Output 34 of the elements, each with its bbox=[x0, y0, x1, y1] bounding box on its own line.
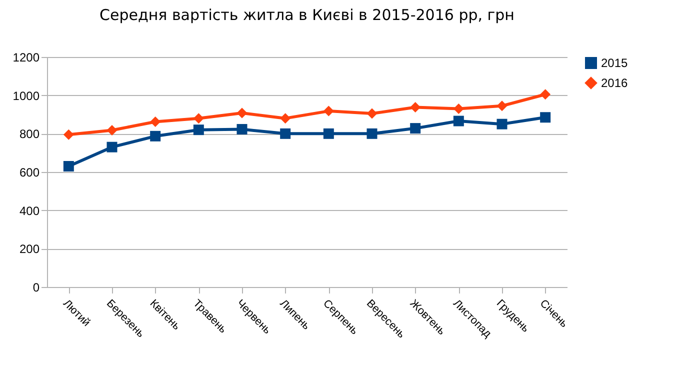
point bbox=[280, 128, 291, 139]
y-tick-label: 400 bbox=[19, 204, 40, 218]
point bbox=[323, 128, 334, 139]
y-tick-label: 600 bbox=[19, 166, 40, 180]
point bbox=[323, 106, 334, 116]
point bbox=[280, 113, 291, 124]
point bbox=[453, 104, 464, 114]
point bbox=[106, 142, 118, 152]
y-tick-label: 1200 bbox=[12, 50, 40, 64]
legend-label: 2015 bbox=[601, 56, 628, 70]
point bbox=[496, 100, 508, 112]
point bbox=[453, 116, 464, 126]
point bbox=[540, 89, 551, 100]
point bbox=[193, 113, 204, 124]
y-tick-label: 200 bbox=[19, 242, 40, 256]
point bbox=[496, 118, 508, 130]
point bbox=[150, 116, 161, 128]
point bbox=[366, 128, 378, 139]
point bbox=[63, 129, 74, 140]
point bbox=[410, 102, 421, 112]
point bbox=[540, 112, 551, 123]
y-tick-label: 0 bbox=[32, 280, 40, 294]
y-tick-label: 1000 bbox=[12, 88, 40, 103]
point bbox=[193, 124, 204, 136]
chart-title: Середня вартість житла в Києві в 2015-2016 рр, грн bbox=[100, 6, 514, 24]
point bbox=[236, 124, 248, 134]
point bbox=[366, 108, 378, 119]
point bbox=[150, 130, 161, 142]
legend-label: 2016 bbox=[601, 76, 628, 90]
point bbox=[236, 108, 248, 118]
point bbox=[63, 161, 74, 172]
point bbox=[106, 124, 118, 136]
point bbox=[410, 123, 421, 134]
y-tick-label: 800 bbox=[19, 127, 40, 142]
